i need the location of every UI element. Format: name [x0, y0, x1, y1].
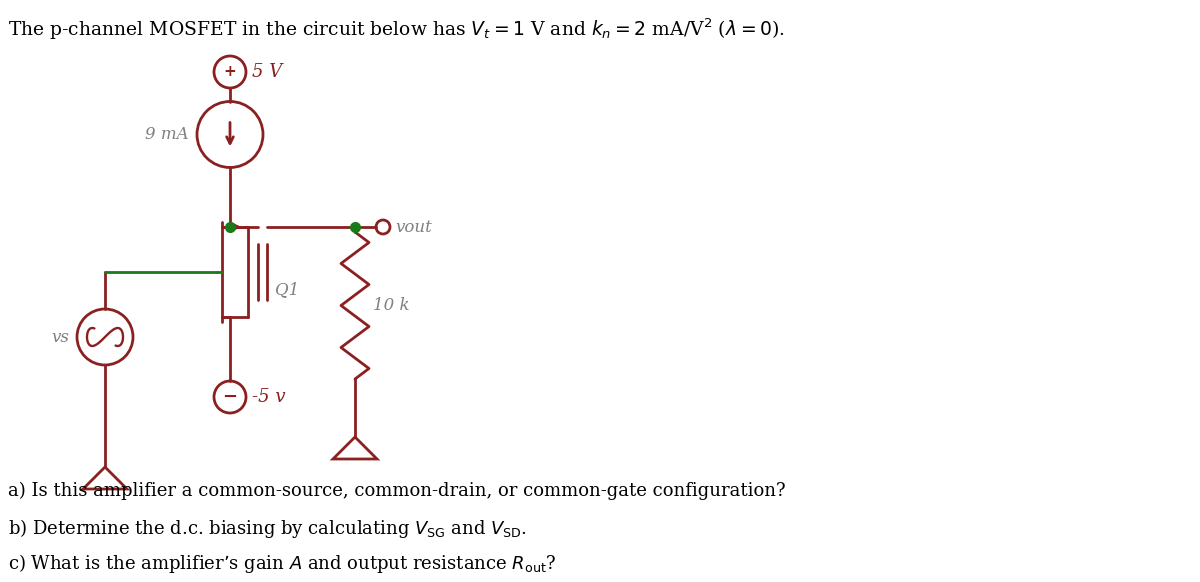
Text: 5 V: 5 V — [252, 63, 282, 81]
Text: a) Is this amplifier a common-source, common-drain, or common-gate configuration: a) Is this amplifier a common-source, co… — [8, 482, 786, 501]
Text: 9 mA: 9 mA — [145, 126, 190, 143]
Text: -5 v: -5 v — [252, 388, 286, 406]
Text: 10 k: 10 k — [373, 297, 409, 314]
Text: The p-channel MOSFET in the circuit below has $V_t = 1$ V and $k_n = 2$ mA/V$^2$: The p-channel MOSFET in the circuit belo… — [8, 17, 785, 42]
Text: Q1: Q1 — [275, 282, 299, 299]
Text: vs: vs — [52, 328, 70, 346]
Text: +: + — [223, 63, 236, 79]
Text: b) Determine the d.c. biasing by calculating $V_{\mathrm{SG}}$ and $V_{\mathrm{S: b) Determine the d.c. biasing by calcula… — [8, 517, 527, 540]
Text: c) What is the amplifier’s gain $A$ and output resistance $R_{\mathrm{out}}$?: c) What is the amplifier’s gain $A$ and … — [8, 552, 557, 575]
Text: vout: vout — [395, 218, 432, 236]
Text: −: − — [222, 388, 238, 406]
